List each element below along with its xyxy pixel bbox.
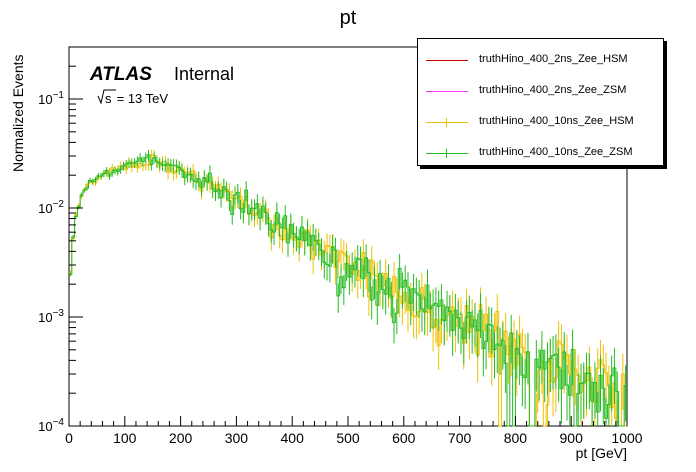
- x-axis-label: pt [GeV]: [576, 445, 627, 461]
- legend-swatch-magenta: [426, 91, 468, 92]
- x-tick-label: 600: [392, 430, 416, 446]
- sqrt-s-label: s: [105, 91, 112, 106]
- legend-swatch-green: [426, 153, 468, 154]
- x-tick-label: 800: [504, 430, 528, 446]
- x-tick-label: 500: [336, 430, 360, 446]
- x-tick-label: 700: [448, 430, 472, 446]
- legend-label: truthHino_400_10ns_Zee_ZSM: [479, 146, 633, 158]
- legend-errorbar-yellow: [446, 118, 447, 127]
- histogram-line: [69, 154, 627, 427]
- legend: truthHino_400_2ns_Zee_HSM truthHino_400_…: [417, 38, 664, 166]
- legend-entry-10ns-hsm: truthHino_400_10ns_Zee_HSM: [418, 113, 663, 133]
- atlas-label: ATLAS: [89, 64, 152, 85]
- x-tick-label: 1000: [611, 430, 642, 446]
- x-tick-label: 400: [281, 430, 305, 446]
- sqrt-symbol: [97, 89, 116, 105]
- x-tick-label: 900: [560, 430, 584, 446]
- series-truthHino_400_10ns_Zee_ZSM: [69, 149, 627, 427]
- legend-swatch-red: [426, 60, 468, 61]
- legend-entry-2ns-hsm: truthHino_400_2ns_Zee_HSM: [418, 51, 663, 71]
- y-tick-label: 10−1: [38, 90, 64, 107]
- x-tick-label: 200: [169, 430, 193, 446]
- legend-label: truthHino_400_2ns_Zee_HSM: [479, 53, 628, 65]
- legend-entry-10ns-zsm: truthHino_400_10ns_Zee_ZSM: [418, 144, 663, 164]
- legend-swatch-yellow: [426, 122, 468, 123]
- histogram-layer: [69, 149, 627, 427]
- y-tick-label: 10−2: [38, 199, 64, 216]
- chart-title: pt: [340, 7, 357, 29]
- y-tick-label: 10−4: [38, 417, 64, 434]
- histogram-line: [69, 154, 627, 427]
- energy-label: = 13 TeV: [113, 91, 168, 106]
- internal-label: Internal: [174, 64, 234, 84]
- x-tick-label: 0: [65, 430, 73, 446]
- x-tick-label: 100: [113, 430, 137, 446]
- y-axis-label: Normalized Events: [10, 55, 26, 173]
- legend-errorbar-green: [446, 149, 447, 158]
- legend-label: truthHino_400_2ns_Zee_ZSM: [479, 84, 627, 96]
- x-tick-label: 300: [225, 430, 249, 446]
- axis-layer: 0 100 200 300 400 500 600 700 800 900 1000 10−4 10−3…: [38, 65, 643, 446]
- legend-entry-2ns-zsm: truthHino_400_2ns_Zee_ZSM: [418, 82, 663, 102]
- series-truthHino_400_10ns_Zee_HSM: [69, 149, 627, 427]
- y-tick-label: 10−3: [38, 308, 64, 325]
- legend-label: truthHino_400_10ns_Zee_HSM: [479, 115, 634, 127]
